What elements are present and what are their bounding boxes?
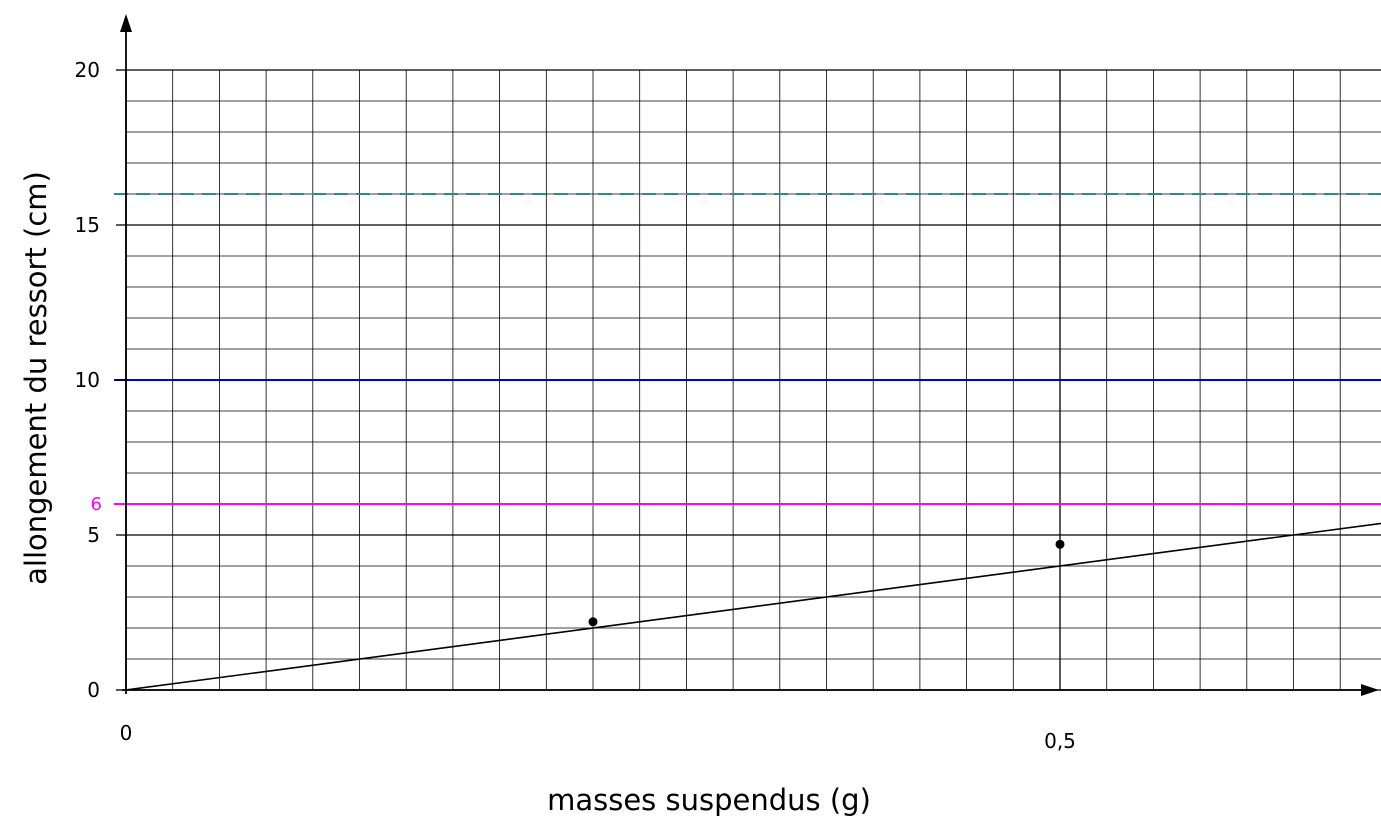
y-tick-label: 5 [87, 523, 100, 547]
y-tick-label: 15 [75, 213, 100, 237]
x-tick-label: 0,5 [1044, 729, 1076, 753]
x-tick-label: 0 [120, 721, 133, 745]
annotation-y-label: 6 [91, 494, 102, 515]
x-tick-labels: 00,511,522,5 [120, 721, 1076, 753]
y-tick-labels: 0 5 10 15 20 [75, 58, 100, 702]
y-tick-label: 0 [87, 678, 100, 702]
x-axis-arrow [1361, 684, 1379, 696]
data-point [1055, 539, 1065, 549]
fit-line-group [125, 522, 1381, 691]
annotation-labels: 0,7561,25 [91, 494, 102, 515]
annotations [114, 193, 1381, 505]
data-points [588, 539, 1065, 627]
y-tick-label: 10 [75, 368, 100, 392]
x-axis-title: masses suspendus (g) [547, 783, 871, 817]
y-tick-label: 20 [75, 58, 100, 82]
axes [116, 14, 1379, 696]
fit-line [125, 522, 1381, 691]
y-axis-arrow [120, 14, 132, 32]
data-point [588, 617, 598, 627]
y-axis-title: allongement du ressort (cm) [19, 171, 53, 585]
